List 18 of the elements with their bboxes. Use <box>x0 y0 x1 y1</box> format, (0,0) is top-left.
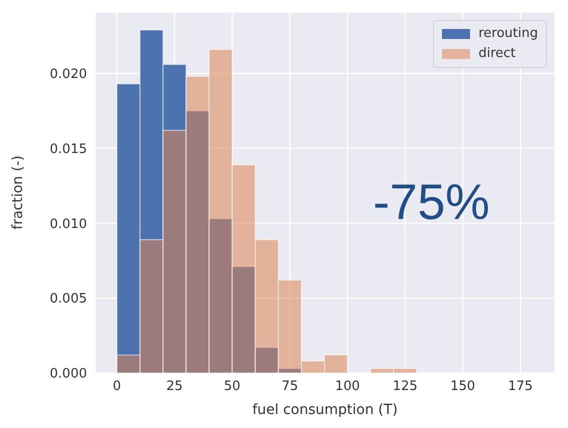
legend-label: rerouting <box>478 25 538 43</box>
x-axis-title: fuel consumption (T) <box>252 402 398 418</box>
x-tick-label: 75 <box>282 379 298 394</box>
annotation-text: -75% <box>373 173 490 231</box>
x-tick-label: 100 <box>335 379 360 394</box>
y-tick-label: 0.020 <box>50 67 87 82</box>
x-tick-label: 50 <box>224 379 240 394</box>
y-tick-label: 0.000 <box>50 366 87 382</box>
x-tick-label: 150 <box>450 379 476 394</box>
x-tick-label: 25 <box>166 379 183 394</box>
y-tick-label: 0.010 <box>50 216 87 232</box>
y-tick-label: 0.005 <box>50 292 87 307</box>
x-tick-label: 125 <box>392 379 418 394</box>
legend-label: direct <box>478 45 516 63</box>
x-tick-label: 175 <box>508 379 533 394</box>
y-axis-title: fraction (-) <box>10 155 26 230</box>
y-tick-label: 0.015 <box>50 142 87 157</box>
x-tick-label: 0 <box>112 379 122 394</box>
